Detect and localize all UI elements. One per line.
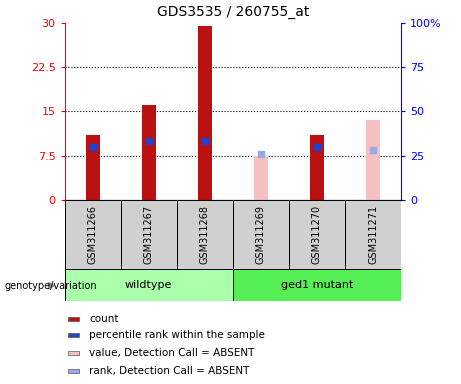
Text: GSM311271: GSM311271: [368, 205, 378, 264]
Bar: [121, 200, 177, 269]
Bar: [68, 369, 79, 373]
Text: GSM311267: GSM311267: [144, 205, 154, 264]
Polygon shape: [48, 283, 54, 289]
Bar: [68, 333, 79, 337]
Bar: [310, 135, 324, 200]
Bar: [289, 200, 345, 269]
Bar: [142, 106, 156, 200]
Text: count: count: [89, 314, 118, 324]
Bar: [65, 269, 233, 301]
Title: GDS3535 / 260755_at: GDS3535 / 260755_at: [157, 5, 309, 19]
Text: GSM311269: GSM311269: [256, 205, 266, 264]
Text: ged1 mutant: ged1 mutant: [281, 280, 353, 290]
Bar: [366, 120, 380, 200]
Text: GSM311270: GSM311270: [312, 205, 322, 264]
Bar: [68, 317, 79, 321]
Bar: [86, 135, 100, 200]
Bar: [198, 26, 212, 200]
Text: GSM311266: GSM311266: [88, 205, 98, 264]
Bar: [177, 200, 233, 269]
Bar: [68, 351, 79, 355]
Text: rank, Detection Call = ABSENT: rank, Detection Call = ABSENT: [89, 366, 249, 376]
Bar: [233, 200, 289, 269]
Text: GSM311268: GSM311268: [200, 205, 210, 264]
Text: wildtype: wildtype: [125, 280, 172, 290]
Bar: [345, 200, 401, 269]
Text: value, Detection Call = ABSENT: value, Detection Call = ABSENT: [89, 348, 254, 358]
Text: genotype/variation: genotype/variation: [5, 281, 97, 291]
Bar: [254, 156, 268, 200]
Bar: [65, 200, 121, 269]
Bar: [233, 269, 401, 301]
Text: percentile rank within the sample: percentile rank within the sample: [89, 330, 265, 340]
